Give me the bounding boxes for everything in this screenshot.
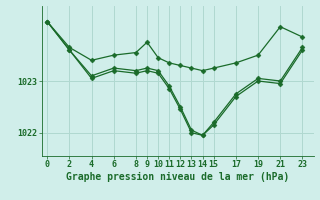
X-axis label: Graphe pression niveau de la mer (hPa): Graphe pression niveau de la mer (hPa) [66,172,289,182]
